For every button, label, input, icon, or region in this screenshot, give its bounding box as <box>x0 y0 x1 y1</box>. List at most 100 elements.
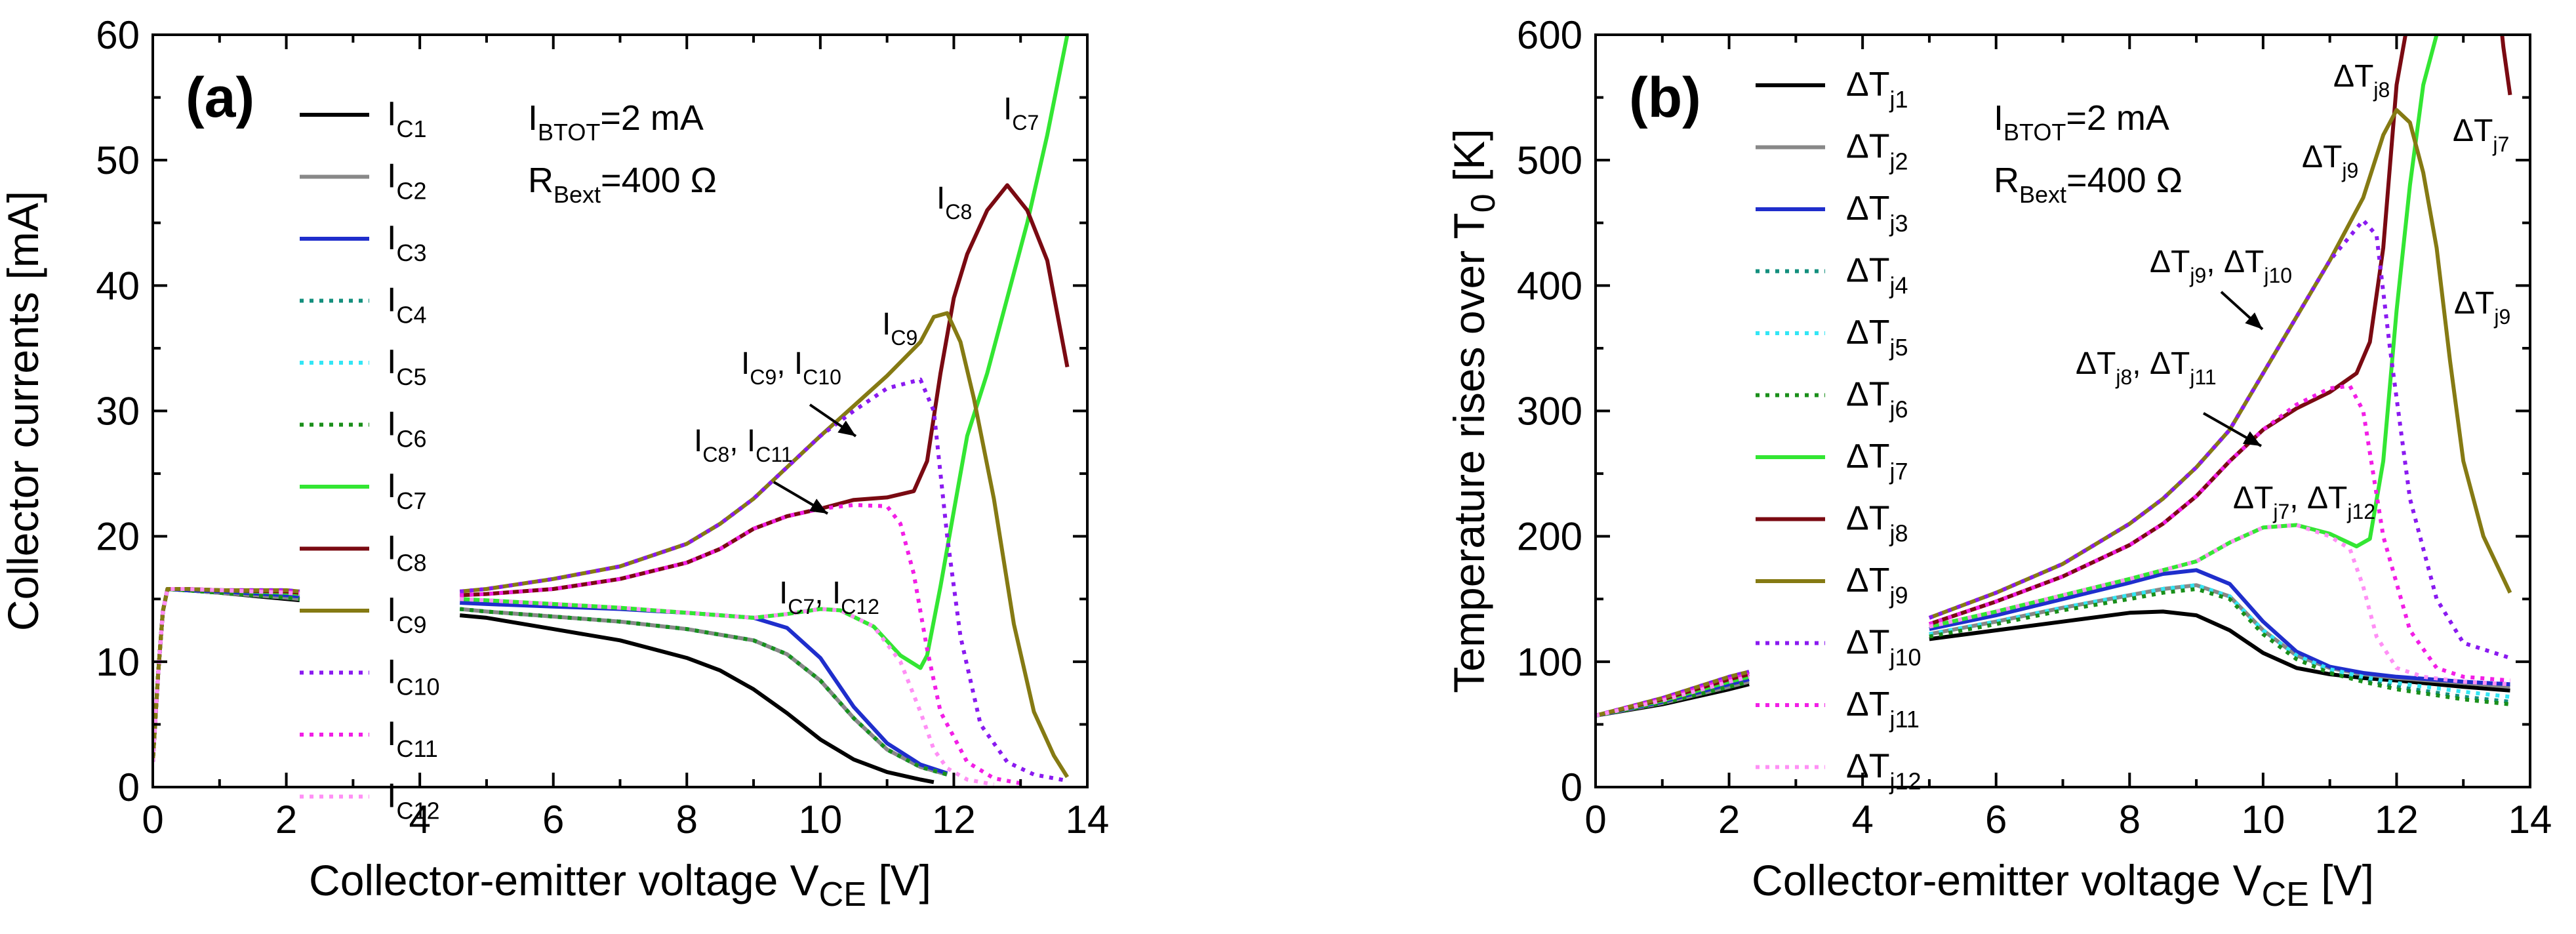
legend-label: ΔTj7 <box>1846 437 1908 485</box>
x-tick-label: 6 <box>1985 798 2007 842</box>
y-tick-label: 50 <box>96 138 140 182</box>
y-tick-label: 40 <box>96 264 140 308</box>
parameter-text: IBTOT=2 mA <box>1994 98 2169 146</box>
series-group <box>153 35 1070 787</box>
series-line-c12 <box>153 587 300 762</box>
series-line-c9 <box>459 311 1070 779</box>
legend-label: IC1 <box>387 95 426 142</box>
series-line-c8 <box>460 183 1070 598</box>
series-line-c11 <box>460 502 1021 786</box>
panel-label: (b) <box>1629 66 1701 129</box>
parameter-text: RBext=400 Ω <box>528 161 717 208</box>
y-axis-title: Temperature rises over T0 [K] <box>1445 129 1502 693</box>
annotation-arrowhead <box>837 420 856 436</box>
annotation-label: ΔTj8 <box>2333 59 2390 102</box>
parameter-text: IBTOT=2 mA <box>528 98 704 146</box>
legend-label: ΔTj10 <box>1846 624 1922 671</box>
y-tick-label: 30 <box>96 390 140 434</box>
legend-label: ΔTj1 <box>1846 66 1908 113</box>
legend-label: IC3 <box>387 219 426 266</box>
x-tick-label: 0 <box>142 798 163 842</box>
panel-label: (a) <box>186 66 254 129</box>
y-tick-label: 200 <box>1517 515 1582 559</box>
annotation-label: IC9 <box>882 307 917 350</box>
parameter-text: RBext=400 Ω <box>1994 161 2183 208</box>
series-line-c6 <box>459 607 948 777</box>
legend-label: ΔTj2 <box>1846 128 1908 175</box>
x-tick-label: 0 <box>1584 798 1606 842</box>
x-tick-label: 8 <box>2119 798 2141 842</box>
legend-label: ΔTj6 <box>1846 376 1908 423</box>
series-line-j3 <box>1929 568 2510 687</box>
series-line-j4 <box>1929 583 2510 704</box>
y-tick-label: 20 <box>96 515 140 559</box>
x-tick-label: 4 <box>1851 798 1873 842</box>
y-tick-label: 0 <box>118 765 140 809</box>
y-axis-title: Collector currents [mA] <box>0 191 47 631</box>
legend-label: IC7 <box>387 467 426 514</box>
legend-label: ΔTj5 <box>1846 314 1908 361</box>
x-tick-label: 6 <box>542 798 564 842</box>
series-line-j6 <box>1596 680 1750 718</box>
annotation-label: ΔTj7, ΔTj12 <box>2233 481 2375 523</box>
series-line-c1 <box>459 613 935 784</box>
y-tick-label: 10 <box>96 640 140 684</box>
annotation-label: ΔTj9 <box>2302 140 2358 182</box>
x-tick-label: 8 <box>676 798 698 842</box>
annotation-label: IC7 <box>1003 92 1039 134</box>
legend-label: ΔTj9 <box>1846 561 1908 609</box>
series-line-j6 <box>1929 587 2510 706</box>
annotation-label: IC8, IC11 <box>694 424 793 466</box>
legend-label: ΔTj11 <box>1846 685 1920 733</box>
legend-label: IC12 <box>387 777 440 824</box>
legend-label: ΔTj3 <box>1846 190 1908 237</box>
chart-panel-b: 0 2 4 6 8 10 12 14 0 100 200 300 400 500 600 Collector-… <box>1445 13 2552 914</box>
legend-label: ΔTj12 <box>1846 748 1922 795</box>
x-tick-label: 10 <box>798 798 842 842</box>
legend: ΔTj1 ΔTj2 ΔTj3 ΔTj4 ΔTj5 ΔTj6 ΔTj7 ΔTj8 ΔTj9 ΔTj1… <box>1756 66 1922 795</box>
legend-label: IC10 <box>387 653 440 700</box>
legend: IC1 IC2 IC3 IC4 IC5 IC6 IC7 IC8 IC9 IC10 IC11 IC12 <box>300 95 440 824</box>
series-line-c7 <box>460 35 1070 670</box>
annotation-label: ΔTj9, ΔTj10 <box>2150 245 2292 287</box>
x-axis-title: Collector-emitter voltage VCE [V] <box>1752 856 2374 914</box>
series-group <box>1596 35 2512 718</box>
x-tick-label: 10 <box>2241 798 2285 842</box>
legend-label: IC4 <box>387 281 426 329</box>
y-tick-label: 500 <box>1517 138 1582 182</box>
annotation-label: IC8 <box>936 181 972 224</box>
legend-label: IC11 <box>387 715 438 762</box>
legend-label: IC6 <box>387 405 426 453</box>
x-tick-label: 2 <box>1718 798 1740 842</box>
legend-label: IC2 <box>387 157 426 205</box>
y-tick-label: 300 <box>1517 390 1582 434</box>
x-tick-label: 14 <box>2508 798 2552 842</box>
x-tick-label: 12 <box>932 798 976 842</box>
series-line-j12 <box>1596 674 1750 718</box>
series-line-j11 <box>1596 672 1750 718</box>
series-line-j11 <box>1928 384 2510 683</box>
y-tick-label: 400 <box>1517 264 1582 308</box>
series-line-c3 <box>460 601 948 775</box>
x-tick-label: 14 <box>1066 798 1110 842</box>
x-tick-label: 12 <box>2375 798 2419 842</box>
annotation-label: ΔTj8, ΔTj11 <box>2076 346 2217 389</box>
annotation-label: ΔTj7 <box>2453 113 2509 156</box>
legend-label: IC8 <box>387 529 426 577</box>
x-tick-label: 2 <box>275 798 297 842</box>
x-axis-title: Collector-emitter voltage VCE [V] <box>309 856 931 914</box>
annotation-label: IC7, IC12 <box>779 576 879 619</box>
legend-label: ΔTj4 <box>1846 252 1908 299</box>
y-tick-label: 600 <box>1517 13 1582 57</box>
annotation-arrowhead <box>809 498 828 514</box>
y-tick-label: 60 <box>96 13 140 57</box>
y-tick-label: 100 <box>1517 640 1582 684</box>
annotation-label: ΔTj9 <box>2454 286 2510 329</box>
legend-label: IC9 <box>387 591 426 638</box>
series-line-j8 <box>2500 35 2512 96</box>
series-line-j5 <box>1929 583 2510 699</box>
x-tick-label: 4 <box>409 798 430 842</box>
annotation-label: IC9, IC10 <box>741 346 841 389</box>
